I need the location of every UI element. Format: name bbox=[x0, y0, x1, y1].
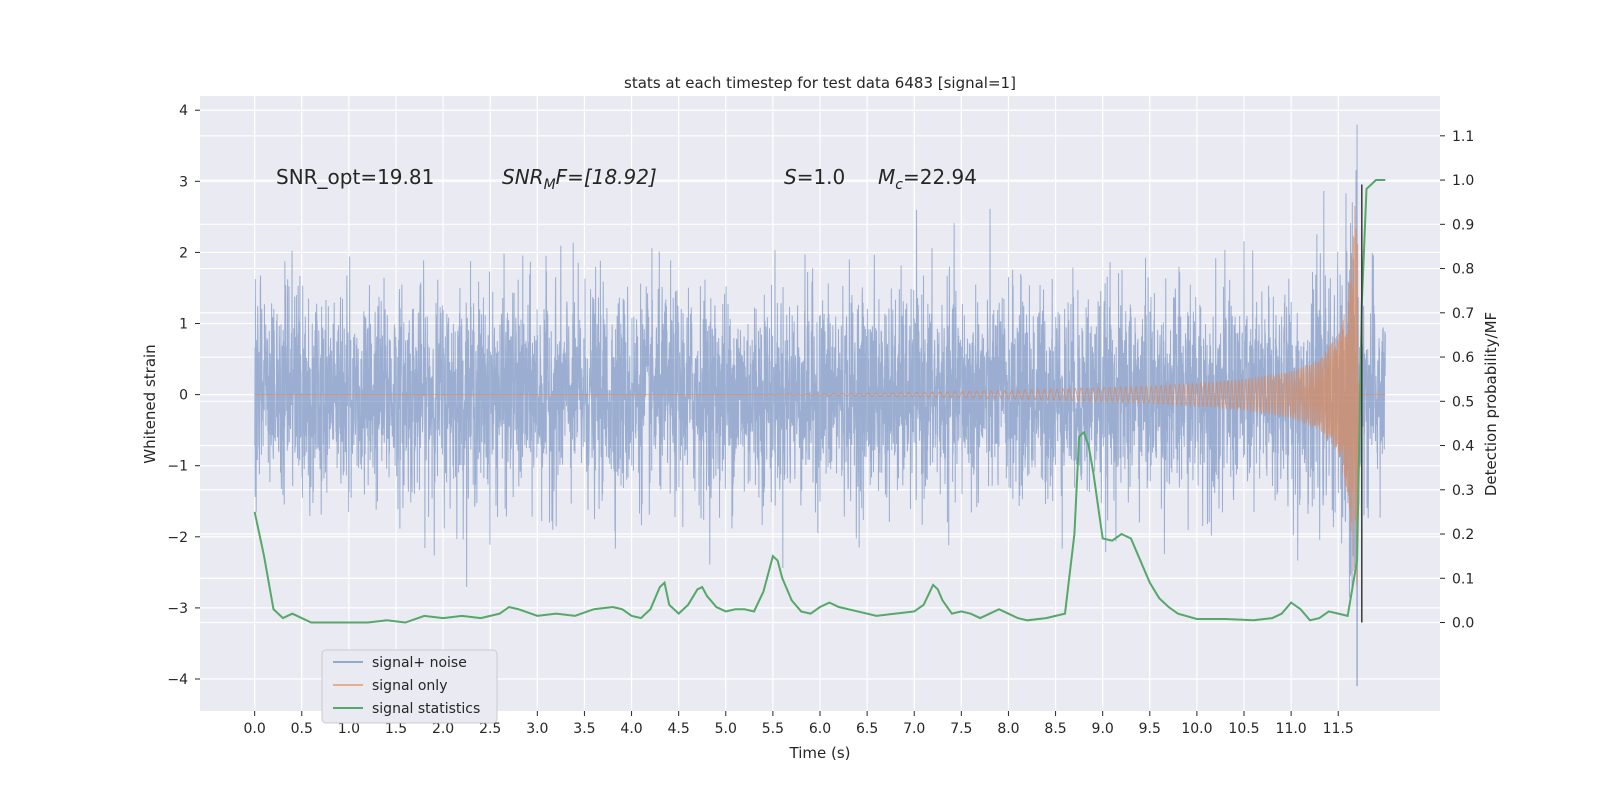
x-tick-label: 11.5 bbox=[1323, 721, 1354, 737]
annotation-snr-mf: SNRMF=[18.92] bbox=[502, 165, 657, 193]
axis-ticks: 0.0 0.5 1.0 1.5 2.0 2.5 3.0 3.5 4.0 4.5 5.0 5.5 6.0 6… bbox=[167, 103, 1474, 737]
legend: signal+ noise signal only signal statist… bbox=[321, 649, 498, 724]
x-tick-label: 0.0 bbox=[244, 721, 266, 737]
signal-only-line bbox=[254, 206, 1386, 587]
legend-label-signal-statistics: signal statistics bbox=[372, 701, 480, 717]
series-signal-only bbox=[254, 206, 1386, 587]
y-right-tick-label: 0.9 bbox=[1452, 217, 1474, 233]
y-tick-label: −1 bbox=[167, 459, 188, 475]
y-right-tick-label: 0.5 bbox=[1452, 394, 1474, 410]
y-right-tick-label: 1.1 bbox=[1452, 129, 1474, 145]
y-tick-label: 0 bbox=[179, 388, 188, 404]
x-tick-label: 9.0 bbox=[1092, 721, 1114, 737]
y-tick-label: −2 bbox=[167, 530, 188, 546]
y-right-tick-label: 0.0 bbox=[1452, 616, 1474, 632]
y-right-tick-label: 0.7 bbox=[1452, 306, 1474, 322]
y-tick-label: 4 bbox=[179, 103, 188, 119]
annotation-s: S=1.0 bbox=[784, 165, 845, 189]
x-tick-label: 11.0 bbox=[1276, 721, 1307, 737]
x-tick-label: 3.5 bbox=[573, 721, 595, 737]
x-tick-label: 5.0 bbox=[715, 721, 737, 737]
x-tick-label: 4.5 bbox=[668, 721, 690, 737]
x-tick-label: 8.5 bbox=[1044, 721, 1066, 737]
series-signal-noise bbox=[254, 124, 1386, 687]
y-tick-label: 2 bbox=[179, 245, 188, 261]
y-right-tick-label: 0.4 bbox=[1452, 439, 1474, 455]
y-tick-label: 3 bbox=[179, 174, 188, 190]
x-tick-label: 10.0 bbox=[1181, 721, 1212, 737]
annotations: SNR_opt=19.81 SNRMF=[18.92] S=1.0 Mc=22.… bbox=[276, 165, 977, 193]
signal-statistics-line bbox=[253, 179, 1386, 624]
x-tick-label: 6.0 bbox=[809, 721, 831, 737]
chart-title: stats at each timestep for test data 648… bbox=[624, 74, 1016, 92]
y-right-tick-label: 0.1 bbox=[1452, 571, 1474, 587]
x-tick-label: 7.5 bbox=[950, 721, 972, 737]
series-signal-statistics bbox=[253, 179, 1386, 624]
x-axis-label: Time (s) bbox=[789, 744, 851, 762]
y-tick-label: 1 bbox=[179, 317, 188, 333]
y-right-tick-label: 1.0 bbox=[1452, 173, 1474, 189]
annotation-mc: Mc=22.94 bbox=[878, 165, 977, 193]
x-tick-label: 9.5 bbox=[1139, 721, 1161, 737]
legend-label-signal-noise: signal+ noise bbox=[372, 655, 467, 671]
x-tick-label: 2.5 bbox=[479, 721, 501, 737]
x-tick-label: 7.0 bbox=[903, 721, 925, 737]
y-tick-label: −4 bbox=[167, 672, 188, 688]
x-tick-label: 10.5 bbox=[1228, 721, 1259, 737]
x-tick-label: 3.0 bbox=[526, 721, 548, 737]
x-tick-label: 5.5 bbox=[762, 721, 784, 737]
x-tick-label: 8.0 bbox=[997, 721, 1019, 737]
y-right-tick-label: 0.2 bbox=[1452, 527, 1474, 543]
y-axis-label: Whitened strain bbox=[141, 344, 159, 463]
x-tick-label: 6.5 bbox=[856, 721, 878, 737]
x-tick-label: 1.5 bbox=[385, 721, 407, 737]
annotation-snr-opt: SNR_opt=19.81 bbox=[276, 165, 434, 189]
y-right-tick-label: 0.6 bbox=[1452, 350, 1474, 366]
legend-label-signal-only: signal only bbox=[372, 678, 447, 694]
y-right-tick-label: 0.8 bbox=[1452, 262, 1474, 278]
signal-noise-line bbox=[254, 124, 1386, 687]
x-tick-label: 1.0 bbox=[338, 721, 360, 737]
x-tick-label: 2.0 bbox=[432, 721, 454, 737]
y-tick-label: −3 bbox=[167, 601, 188, 617]
legend-box bbox=[321, 649, 498, 724]
y-right-tick-label: 0.3 bbox=[1452, 483, 1474, 499]
x-tick-label: 4.0 bbox=[620, 721, 642, 737]
x-tick-label: 0.5 bbox=[291, 721, 313, 737]
y-axis-right-label: Detection probability/MF bbox=[1482, 312, 1500, 496]
